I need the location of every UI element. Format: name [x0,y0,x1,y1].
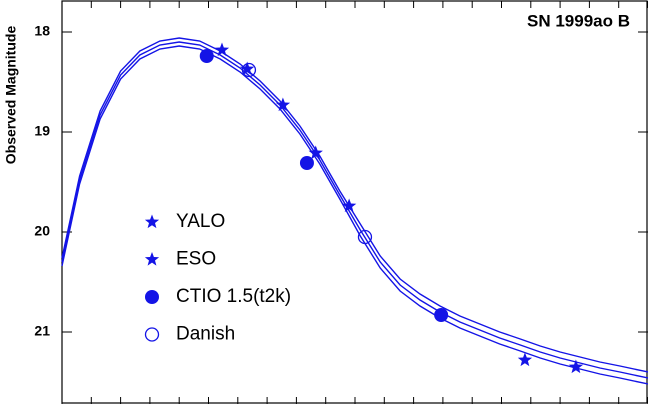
legend-marker [144,252,160,266]
open-circle-marker [241,62,257,78]
fit-curve [61,45,648,385]
legend-label: YALO [176,211,225,232]
chart-title: SN 1999ao B [527,11,630,30]
star-marker [275,97,291,112]
star-marker [240,61,255,76]
star-marker [214,42,230,57]
star-marker [308,145,323,160]
legend-marker [144,214,160,229]
plot-frame [61,0,648,404]
legend-label: ESO [176,249,216,270]
legend-label: CTIO 1.5(t2k) [176,286,291,307]
y-tick-label: 20 [34,223,50,239]
star-marker [342,198,357,213]
circle-marker [299,156,314,170]
y-axis-label: Observed Magnitude [3,26,19,165]
y-tick-label: 19 [34,123,50,139]
circle-marker [434,308,449,322]
star-marker [517,352,533,367]
circle-marker [199,49,214,63]
legend-marker [144,327,160,342]
open-circle-marker [357,229,373,245]
y-tick-label: 18 [34,23,50,39]
fit-curve [61,41,648,379]
fit-curve [61,37,648,373]
legend-marker [145,290,159,304]
legend-label: Danish [176,324,235,345]
y-tick-label: 21 [34,323,50,339]
star-marker [568,359,584,374]
